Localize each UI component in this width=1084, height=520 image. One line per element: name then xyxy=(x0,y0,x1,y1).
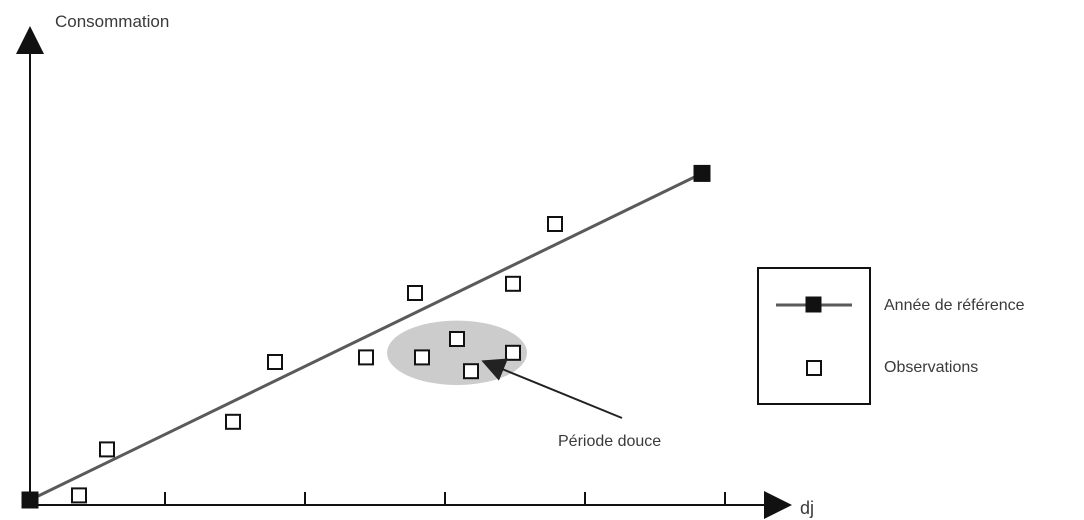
legend-label-reference: Année de référence xyxy=(884,297,1025,314)
reference-point-2 xyxy=(693,164,711,182)
legend-filled-square-icon xyxy=(805,296,822,313)
legend: Année de référence Observations xyxy=(757,267,1025,405)
annotation-layer: Période douce xyxy=(481,358,661,450)
observations-layer xyxy=(71,216,563,504)
annotation-label: Période douce xyxy=(558,433,661,450)
reference-line-layer xyxy=(21,164,711,509)
reference-point-1 xyxy=(21,491,39,509)
observation-point-10 xyxy=(505,344,521,361)
legend-box xyxy=(757,267,871,405)
observation-point-12 xyxy=(547,216,563,232)
x-axis-label: dj xyxy=(800,498,814,518)
observation-point-3 xyxy=(225,413,241,430)
observation-point-8 xyxy=(463,363,479,380)
observation-point-5 xyxy=(358,349,374,366)
x-ticks xyxy=(164,492,726,505)
observation-point-4 xyxy=(267,354,283,370)
legend-label-observations: Observations xyxy=(884,359,978,376)
observation-point-7 xyxy=(414,349,430,366)
reference-line xyxy=(29,172,703,502)
y-axis-label: Consommation xyxy=(55,12,169,31)
annotation-arrow xyxy=(481,358,623,419)
observation-point-9 xyxy=(449,331,465,347)
observation-point-1 xyxy=(71,487,87,504)
observation-point-11 xyxy=(505,275,521,292)
observation-point-2 xyxy=(99,441,115,458)
observation-point-6 xyxy=(407,285,423,301)
legend-open-square-icon xyxy=(806,360,822,376)
